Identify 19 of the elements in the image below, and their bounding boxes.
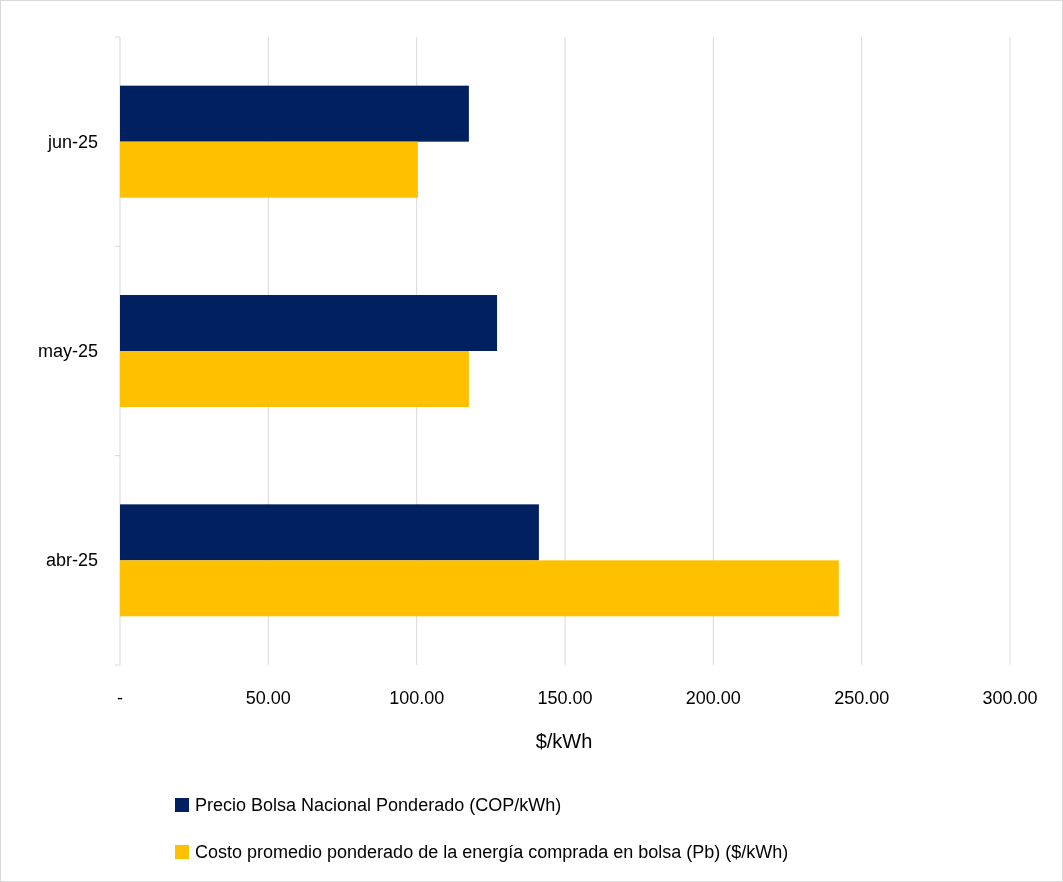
legend-label: Costo promedio ponderado de la energía comprada en bolsa (Pb) ($/kWh) [195,842,789,862]
bar [120,141,418,198]
x-tick-label: - [117,688,123,708]
x-tick-label: 100.00 [389,688,445,708]
bar [120,85,469,142]
legend-label: Precio Bolsa Nacional Ponderado (COP/kWh) [195,795,562,815]
x-tick-label: 150.00 [537,688,593,708]
y-tick-label: jun-25 [46,131,98,152]
y-tick-label: may-25 [37,341,98,361]
x-tick-label: 50.00 [245,688,291,708]
y-tick-label: abr-25 [45,550,98,571]
x-tick-label: 300.00 [982,688,1038,708]
bar [120,295,498,351]
x-tick-label: 250.00 [834,688,890,708]
bar [120,351,469,407]
x-axis-title: $/kWh [535,730,593,752]
bar [120,504,539,561]
bar [120,560,839,617]
x-tick-label: 200.00 [685,688,741,708]
